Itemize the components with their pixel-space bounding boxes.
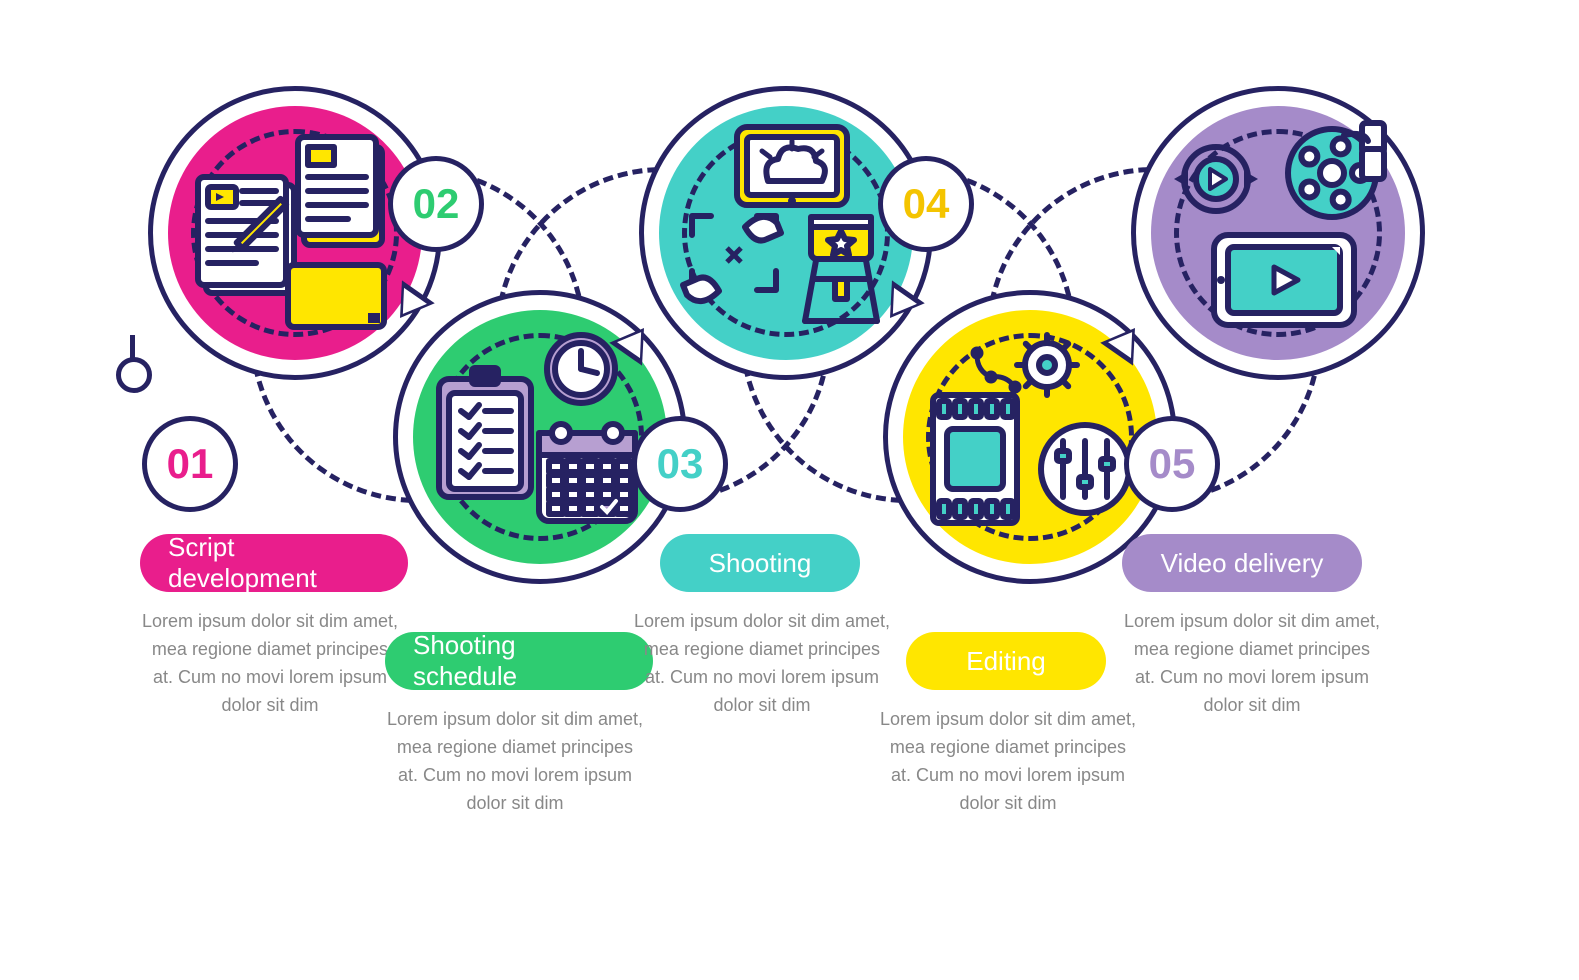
- step-03-description: Lorem ipsum dolor sit dim amet, mea regi…: [632, 608, 892, 720]
- step-03-number-badge: 03: [632, 416, 728, 512]
- step-01-number-badge: 01: [142, 416, 238, 512]
- step-05-description: Lorem ipsum dolor sit dim amet, mea regi…: [1122, 608, 1382, 720]
- step-05-title-pill: Video delivery: [1122, 534, 1362, 592]
- step-04-number-badge: 04: [878, 156, 974, 252]
- step-05-icon: [1168, 125, 1388, 335]
- step-02-icon: [430, 329, 650, 539]
- step-04-icon: [920, 329, 1140, 539]
- step-02-title-pill: Shooting schedule: [385, 632, 653, 690]
- step-04-description: Lorem ipsum dolor sit dim amet, mea regi…: [878, 706, 1138, 818]
- infographic-canvas: 01 Script development Lorem ipsum dolor si…: [0, 0, 1579, 980]
- step-03-icon: [676, 125, 896, 335]
- step-03-title-pill: Shooting: [660, 534, 860, 592]
- step-02-description: Lorem ipsum dolor sit dim amet, mea regi…: [385, 706, 645, 818]
- step-01-icon: [185, 125, 405, 335]
- step-02-number-badge: 02: [388, 156, 484, 252]
- step-01-title-pill: Script development: [140, 534, 408, 592]
- step-05-number-badge: 05: [1124, 416, 1220, 512]
- step-04-title-pill: Editing: [906, 632, 1106, 690]
- step-01-description: Lorem ipsum dolor sit dim amet, mea regi…: [140, 608, 400, 720]
- start-node: [116, 357, 152, 393]
